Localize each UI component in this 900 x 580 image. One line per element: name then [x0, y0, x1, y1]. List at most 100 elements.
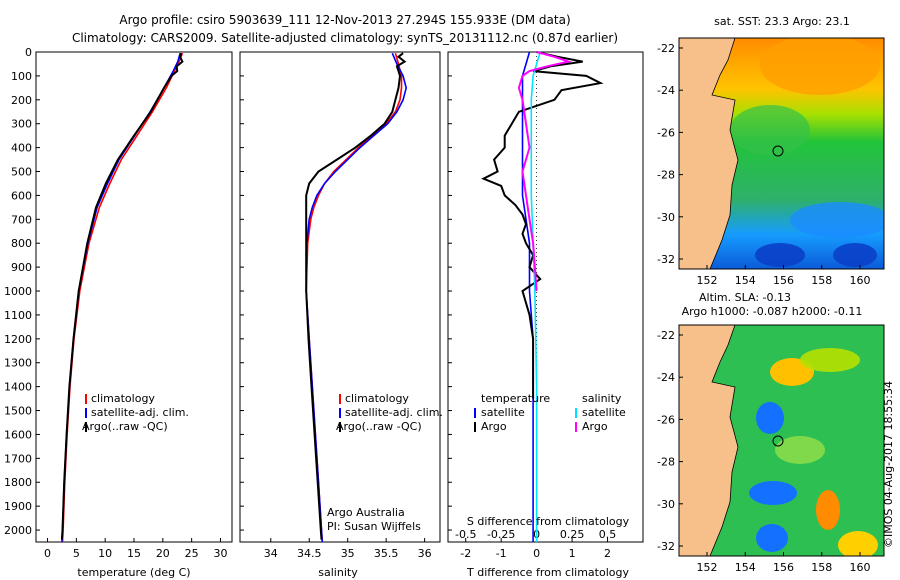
difference-xlabel: T difference from climatology: [466, 566, 629, 579]
y-tick-label: 1900: [4, 500, 32, 513]
y-tick-label: 1000: [4, 285, 32, 298]
series-line-argo-raw-qc: [60, 52, 184, 540]
legend-group-temperature: temperature: [481, 392, 550, 405]
x-tick-label: 0: [533, 547, 540, 560]
sla-negative-anomaly-4: [756, 524, 788, 552]
map-lat-label: -26: [657, 413, 675, 426]
sla-coastline: [709, 325, 739, 556]
y-tick-label: 200: [11, 94, 32, 107]
annotation-argo-australia: Argo Australia: [327, 506, 405, 519]
temperature-panel: 0100200300400500600700800900100011001200…: [4, 46, 233, 560]
map-lon-label: 156: [773, 561, 794, 574]
y-tick-label: 100: [11, 70, 32, 83]
temperature-legend: climatology satellite-adj. clim. Argo(..…: [82, 392, 189, 433]
plot-frame: [447, 51, 644, 543]
y-tick-label: 1800: [4, 476, 32, 489]
series-line-climatology: [305, 52, 403, 543]
argo-float-marker: [772, 435, 784, 447]
legend-label-satellite: satellite-adj. clim.: [91, 406, 189, 419]
sst-deep-blue-patch: [755, 243, 805, 267]
legend-label-climatology: climatology: [91, 392, 155, 405]
difference-legend: temperature satellite Argo salinity sate…: [474, 392, 626, 433]
series-line-satellite-adj-clim: [305, 52, 408, 543]
argo-float-marker: [772, 145, 784, 157]
plot-frame: [239, 51, 441, 543]
y-tick-label: 1400: [4, 381, 32, 394]
map-lat-label: -28: [657, 456, 675, 469]
temperature-xlabel: temperature (deg C): [77, 566, 190, 579]
map-lon-label: 156: [773, 274, 794, 287]
map-lat-label: -32: [657, 253, 675, 266]
difference-panel: -2 -1 0 1 2-0.5 -0.25 0 0.25 0.5: [447, 51, 644, 560]
map-lat-label: -30: [657, 498, 675, 511]
sst-map-title: sat. SST: 23.3 Argo: 23.1: [714, 15, 850, 28]
legend-label-argo: Argo(..raw -QC): [336, 420, 422, 433]
y-tick-label: 400: [11, 142, 32, 155]
y-tick-label: 800: [11, 237, 32, 250]
x-tick-label: 10: [98, 547, 112, 560]
secondary-x-tick-label: -0.25: [487, 528, 515, 541]
series-line-salinity-satellite: [530, 51, 541, 542]
title-line-2: Climatology: CARS2009. Satellite-adjuste…: [72, 31, 618, 45]
legend-label-s-argo: Argo: [582, 420, 608, 433]
sla-negative-anomaly: [756, 402, 784, 434]
x-tick-label: 35: [341, 547, 355, 560]
legend-label-t-argo: Argo: [481, 420, 507, 433]
secondary-x-tick-label: -0.5: [455, 528, 476, 541]
x-tick-label: 35.5: [374, 547, 399, 560]
map-lat-label: -32: [657, 540, 675, 553]
y-tick-label: 1600: [4, 428, 32, 441]
sst-deep-blue-patch-2: [833, 243, 877, 267]
legend-label-argo: Argo(..raw -QC): [82, 420, 168, 433]
secondary-x-tick-label: 0.5: [599, 528, 617, 541]
sla-map-frame: [678, 324, 885, 557]
sst-blue-patch: [790, 202, 884, 238]
map-lat-label: -28: [657, 169, 675, 182]
x-tick-label: 5: [73, 547, 80, 560]
sla-positive-anomaly-3: [816, 490, 840, 530]
y-tick-label: 600: [11, 189, 32, 202]
sst-map-frame: [678, 37, 885, 270]
y-tick-label: 1500: [4, 405, 32, 418]
x-tick-label: 2: [604, 547, 611, 560]
map-lon-label: 158: [811, 274, 832, 287]
sla-map: Altim. SLA: -0.13 Argo h1000: -0.087 h20…: [657, 291, 885, 574]
series-line-argo-raw-qc: [305, 52, 407, 540]
x-tick-label: 1: [569, 547, 576, 560]
x-tick-label: 15: [127, 547, 141, 560]
y-tick-label: 1200: [4, 333, 32, 346]
sst-land: [679, 38, 738, 269]
map-lat-label: -24: [657, 84, 675, 97]
y-tick-label: 900: [11, 261, 32, 274]
map-lat-label: -30: [657, 211, 675, 224]
y-tick-label: 0: [25, 46, 32, 59]
sla-positive-anomaly-4: [838, 531, 878, 556]
sst-warm-patch: [760, 38, 880, 95]
salinity-panel: 34 34.5 35 35.5 36: [239, 51, 441, 560]
y-tick-label: 700: [11, 213, 32, 226]
map-lon-label: 158: [811, 561, 832, 574]
difference-secondary-xlabel: S difference from climatology: [467, 515, 630, 528]
x-tick-label: -2: [460, 547, 471, 560]
sst-coastline: [709, 38, 739, 269]
sla-land: [679, 325, 738, 556]
legend-label-t-satellite: satellite: [481, 406, 525, 419]
salinity-xlabel: salinity: [318, 566, 358, 579]
x-tick-label: 36: [418, 547, 432, 560]
map-lat-label: -24: [657, 371, 675, 384]
sla-positive-anomaly-2: [800, 348, 860, 372]
y-tick-label: 500: [11, 166, 32, 179]
map-lon-label: 154: [735, 561, 756, 574]
x-tick-label: 0: [44, 547, 51, 560]
sla-map-title-line-2: Argo h1000: -0.087 h2000: -0.11: [682, 305, 863, 318]
y-tick-label: 1100: [4, 309, 32, 322]
sla-negative-anomaly-2: [775, 436, 825, 464]
legend-label-climatology: climatology: [345, 392, 409, 405]
map-lon-label: 160: [850, 561, 871, 574]
sst-green-patch: [730, 105, 810, 155]
legend-label-s-satellite: satellite: [582, 406, 626, 419]
sst-map: sat. SST: 23.3 Argo: 23.1 -22 -24 -26 -28 -3…: [657, 15, 885, 287]
y-tick-label: 1300: [4, 357, 32, 370]
map-lat-label: -26: [657, 126, 675, 139]
